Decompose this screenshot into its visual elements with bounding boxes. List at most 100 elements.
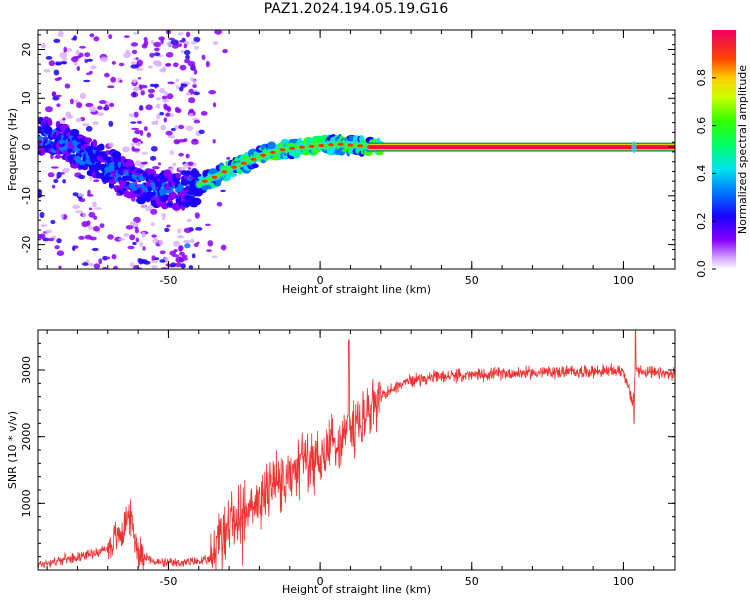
- spectrogram-speck: [187, 161, 194, 166]
- spectrogram-speck: [72, 35, 78, 41]
- ridge-peak: [279, 148, 286, 152]
- spectrogram-speck: [130, 61, 137, 65]
- spectrogram-speck: [167, 81, 175, 85]
- spectrogram-speck: [54, 155, 59, 159]
- spectrogram-speck: [62, 167, 70, 173]
- spectrogram-speck: [89, 33, 95, 38]
- ridge-peak: [269, 150, 276, 154]
- spectrogram-speck: [132, 86, 140, 92]
- spectrogram-speck: [180, 256, 189, 261]
- spectrogram-speck: [53, 38, 61, 44]
- spectrogram-speck: [85, 125, 93, 132]
- spectrogram-speck: [79, 92, 87, 99]
- y-axis-label: Frequency (Hz): [6, 108, 19, 191]
- spectrogram-speck: [140, 90, 145, 96]
- spectrogram-speck: [179, 64, 187, 71]
- spectrogram-speck: [134, 228, 139, 234]
- ridge-peak: [298, 145, 305, 149]
- spectrogram-speck: [85, 72, 92, 75]
- spectrogram-speck: [135, 57, 139, 60]
- spectrogram-speck: [178, 152, 184, 157]
- spectrogram-speck: [51, 166, 59, 169]
- spectrogram-speck: [184, 243, 191, 249]
- spectrogram-blob: [70, 128, 80, 137]
- spectrogram-speck: [50, 219, 56, 225]
- spectrogram-blob: [182, 200, 191, 208]
- spectrogram-speck: [164, 256, 169, 262]
- spectrogram-speck: [144, 161, 148, 164]
- ridge-peak: [260, 153, 267, 157]
- spectrogram-speck: [186, 218, 192, 223]
- spectrogram-speck: [164, 91, 168, 97]
- spectrogram-speck: [170, 262, 177, 268]
- spectrogram-speck: [72, 246, 76, 252]
- x-axis-label: Height of straight line (km): [282, 283, 431, 296]
- snr-line: [38, 330, 675, 570]
- spectrogram-speck: [205, 60, 210, 68]
- spectrogram-blob: [203, 184, 213, 190]
- ridge-peak: [347, 143, 354, 147]
- spectrogram-speck: [193, 91, 200, 96]
- spectrogram-speck: [180, 83, 188, 87]
- ridge-peak: [240, 161, 247, 165]
- snr-panel: -50 0 50 100 1000 2000 3000 Height of straight …: [6, 329, 676, 596]
- spectrogram-speck: [185, 153, 190, 159]
- spectrogram-speck: [92, 121, 99, 126]
- spectrogram-speck: [73, 61, 78, 66]
- spectrogram-speck: [178, 124, 185, 130]
- spectrogram-speck: [175, 78, 179, 83]
- spectrogram-speck: [89, 236, 97, 241]
- spectrogram-speck: [188, 108, 195, 114]
- spectrogram-speck: [54, 245, 60, 250]
- spectrogram-speck: [155, 60, 163, 67]
- spectrogram-speck: [143, 126, 148, 132]
- spectrogram-speck: [158, 162, 161, 166]
- x-tick-label: 100: [613, 575, 634, 588]
- spectrogram-speck: [72, 204, 81, 210]
- spectrogram-speck: [153, 52, 161, 57]
- spectrogram-speck: [150, 222, 155, 227]
- spectrogram-speck: [113, 265, 118, 269]
- spectrogram-blob: [80, 145, 86, 150]
- spectrogram-speck: [69, 98, 74, 105]
- spectrogram-speck: [59, 52, 68, 59]
- spectrogram-speck: [51, 91, 57, 97]
- spectrogram-speck: [132, 32, 138, 35]
- spectrogram-speck: [56, 171, 62, 178]
- spectrogram-speck: [51, 184, 56, 189]
- plot-frame: [37, 29, 676, 270]
- spectrogram-speck: [141, 43, 148, 49]
- y-tick-label: 20: [20, 43, 33, 57]
- spectrogram-speck: [93, 263, 101, 269]
- spectrogram-speck: [84, 52, 91, 58]
- spectrogram-speck: [150, 208, 158, 215]
- colorbar-tick-label: 0.8: [695, 69, 708, 87]
- spectrogram-speck: [190, 238, 195, 244]
- spectrogram-speck: [105, 256, 111, 260]
- spectrogram-blob: [244, 152, 249, 157]
- spectrogram-speck: [149, 83, 156, 87]
- spectrogram-speck: [48, 60, 56, 67]
- spectrogram-speck: [151, 265, 158, 269]
- spectrogram-speck: [174, 106, 180, 113]
- spectrogram-speck: [165, 63, 171, 67]
- x-tick-label: -50: [159, 575, 177, 588]
- spectrogram-blob: [175, 172, 181, 179]
- spectrogram-speck: [150, 40, 155, 45]
- spectrogram-speck: [132, 91, 136, 97]
- spectrogram-speck: [212, 102, 217, 108]
- spectrogram-speck: [132, 148, 141, 152]
- spectrogram-speck: [188, 167, 192, 170]
- spectrogram-speck: [86, 58, 93, 62]
- spectrogram-speck: [176, 85, 180, 90]
- spectrogram-speck: [55, 94, 62, 98]
- spectrogram-speck: [89, 262, 94, 267]
- spectrogram-speck: [110, 76, 117, 83]
- spectrogram-speck: [108, 120, 114, 127]
- spectrogram-speck: [169, 113, 174, 118]
- ridge-peak: [308, 144, 315, 148]
- spectrogram-speck: [135, 237, 140, 243]
- spectrogram-speck: [183, 49, 191, 56]
- spectrogram-speck: [165, 52, 174, 58]
